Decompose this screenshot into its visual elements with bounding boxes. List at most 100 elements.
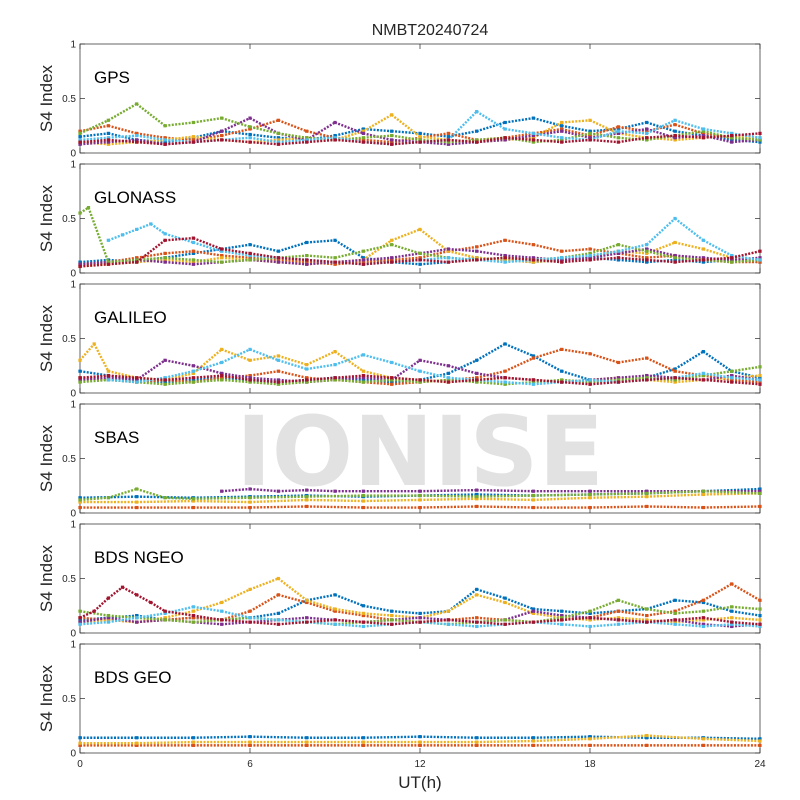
series-trace-segment [135,102,166,127]
series-trace-segment [448,250,477,259]
data-point [106,596,110,600]
series-trace-segment [278,593,307,604]
series-trace-segment [108,376,137,382]
series-trace-segment [448,623,477,628]
y-tick-label: 0 [70,389,76,400]
data-point [135,736,139,740]
panel-galileo: 0 0.5 1 S4 Index GALILEO [37,280,762,400]
series-trace-segment [79,260,109,266]
series-trace-segment [419,135,449,142]
series-trace-segment [193,735,251,739]
series-trace-segment [618,374,647,379]
series-trace-segment [703,256,732,262]
series-trace-segment [79,258,109,264]
data-point [361,129,365,133]
data-point [673,367,677,371]
data-point [560,347,564,351]
series-trace-segment [674,610,704,615]
series-trace-segment [617,599,648,611]
series-trace-segment [164,250,194,255]
data-point [135,741,139,745]
data-point [673,138,677,142]
series-trace-segment [476,110,506,131]
series-trace-segment [249,370,279,377]
y-tick-label: 0.5 [62,454,76,465]
series-trace-segment [646,134,676,139]
figure-title: NMBT20240724 [372,22,489,39]
series-trace-segment [391,378,421,384]
series-trace-segment [108,616,137,624]
x-tick-label: 0 [77,759,83,770]
data-point [163,609,167,613]
series-trace-segment [278,618,307,624]
series-trace-segment [589,380,619,386]
series-trace-segment [589,492,647,496]
series-trace-segment [334,260,364,266]
data-point [78,376,82,380]
data-point [135,487,139,491]
series-trace-segment [136,618,166,624]
series-trace-segment [646,357,676,373]
series-trace-segment [504,127,534,135]
constellation-label: BDS NGEO [94,548,184,567]
series-trace-segment [363,140,392,146]
series-trace-segment [391,134,421,142]
series-trace-segment [221,247,251,255]
series-trace-segment [476,342,506,362]
series-trace-segment [249,577,279,591]
data-point [588,505,592,510]
series-trace-segment [448,130,477,138]
series-trace-segment [164,496,194,501]
series-trace-segment [504,258,534,264]
series-trace-segment [136,487,166,499]
series-trace-segment [79,370,109,377]
series-trace-segment [391,614,421,619]
series-trace-segment [561,254,591,259]
y-axis-label: S4 Index [37,544,56,612]
series-trace-segment [419,610,449,619]
x-axis-label: UT(h) [398,773,441,792]
series-trace-segment [363,378,392,384]
series-trace-segment [504,380,534,386]
series-trace-segment [504,376,534,382]
data-point [758,489,762,493]
series-trace-segment [419,494,477,498]
y-tick-label: 0 [70,269,76,280]
series-trace-segment [278,256,307,262]
series-trace-segment [731,258,761,264]
series-trace-segment [278,378,307,384]
series-trace-segment [391,620,421,626]
data-point [220,249,224,253]
y-tick-label: 0 [70,629,76,640]
series-trace-segment [448,376,477,382]
series-trace-segment [419,359,449,367]
series-trace-segment [618,356,647,364]
series-trace-segment [504,239,534,246]
series-trace-segment [334,350,365,373]
series-trace-segment [164,370,194,379]
series-trace-segment [221,258,251,264]
series-trace-segment [249,133,279,139]
series-trace-segment [306,376,336,382]
series-trace-segment [221,620,251,626]
series-trace-segment [193,260,222,266]
series-trace-segment [391,252,421,259]
series-trace-segment [476,616,506,622]
series-trace-segment [589,616,619,622]
series-trace-segment [476,623,506,628]
data-point [758,504,762,509]
y-tick-label: 1 [70,280,76,291]
series-trace-segment [731,250,761,259]
series-trace-segment [533,737,591,743]
data-point [135,102,139,106]
series-trace-segment [363,258,392,264]
series-trace-segment [419,252,449,259]
data-point [758,598,762,602]
series-trace-segment [674,256,704,262]
series-trace-segment [618,616,647,622]
series-trace-segment [306,260,336,266]
series-trace-segment [504,116,534,124]
data-point [78,618,82,622]
series-trace-segment [363,620,392,626]
series-trace-segment [278,380,307,386]
